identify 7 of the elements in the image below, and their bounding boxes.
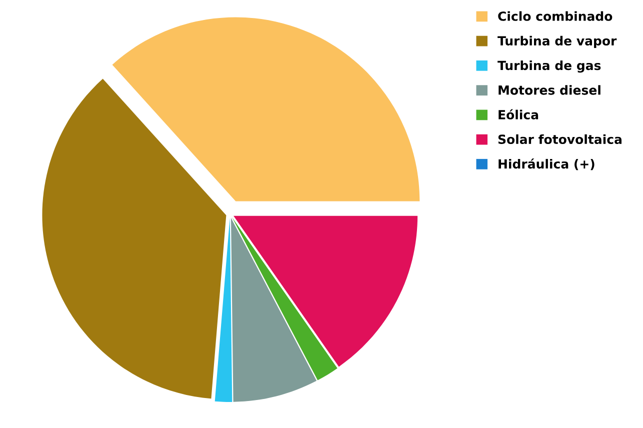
legend-label: Turbina de gas <box>498 60 601 73</box>
legend-label: Eólica <box>498 109 538 120</box>
legend-label: Ciclo combinado <box>498 11 612 21</box>
legend-label: Solar fotovoltaica <box>498 134 622 144</box>
legend-label: Turbina de vapor <box>498 36 617 48</box>
legend-label: Motores diesel <box>498 85 600 95</box>
legend-label: Hidráulica (+) <box>498 158 594 170</box>
